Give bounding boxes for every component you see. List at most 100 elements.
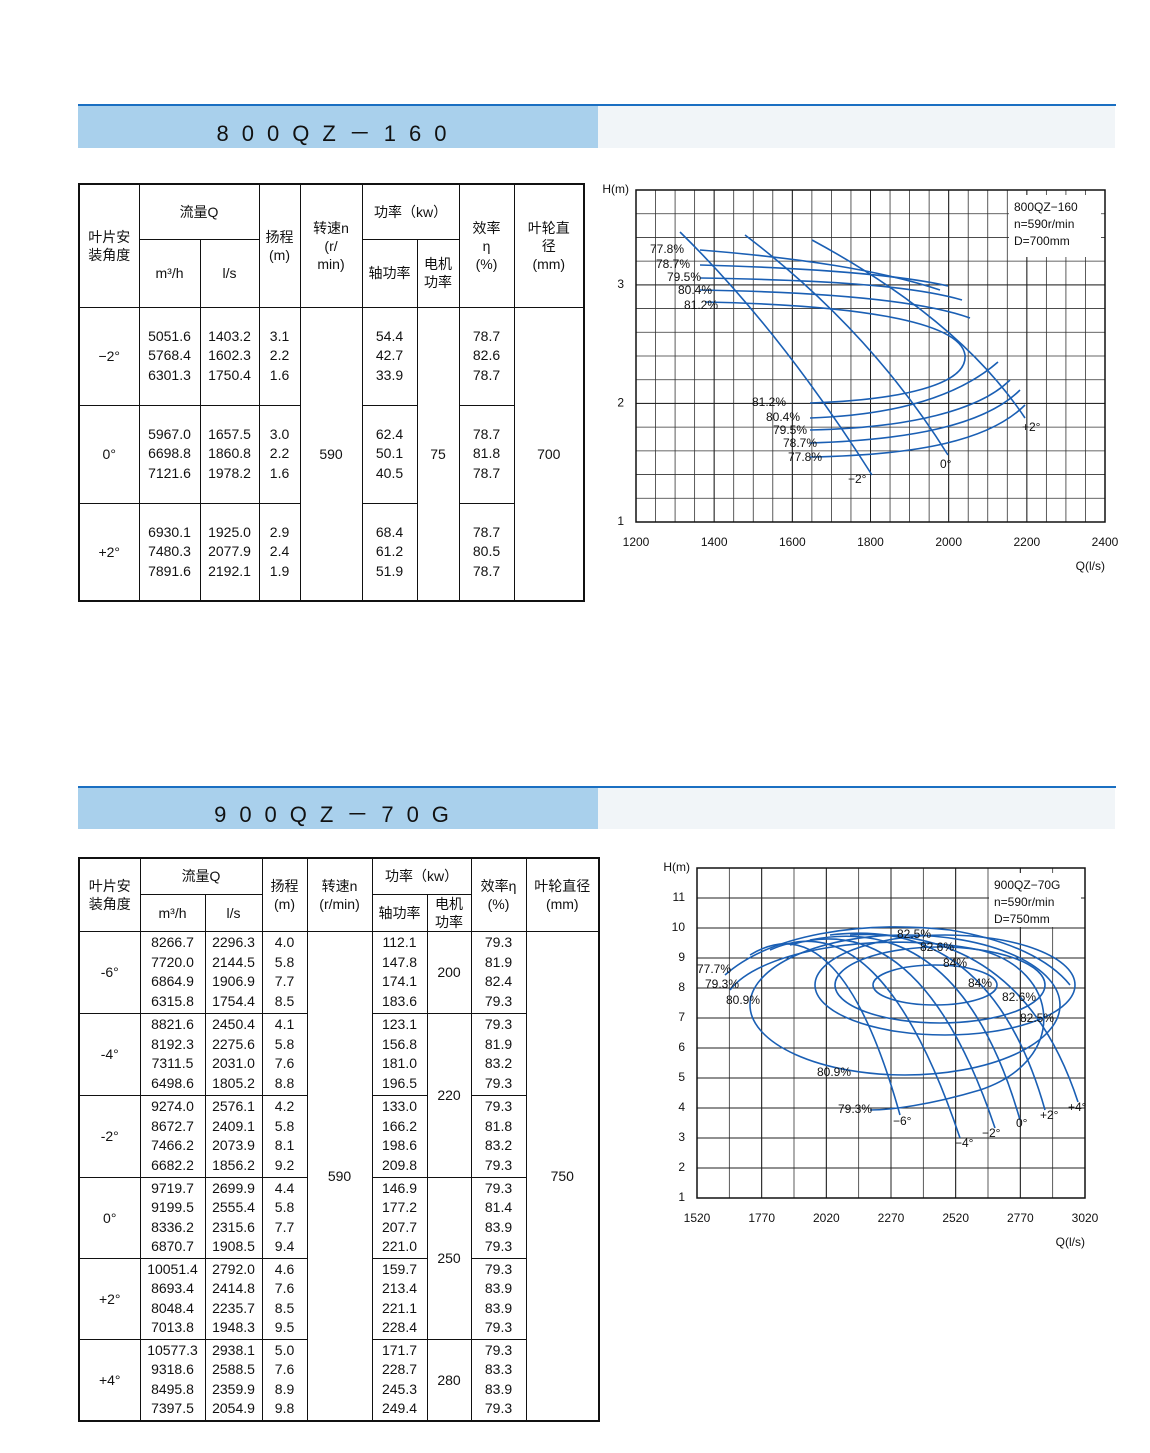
value-cell: 8821.6 8192.3 7311.5 6498.6 [139, 1012, 206, 1096]
cell-value: 83.9 [484, 1218, 513, 1235]
header-row: m³/h l/s 轴功率 电机 功率 [79, 893, 599, 932]
cell-value: 2555.4 [212, 1199, 255, 1215]
cell-value: 147.8 [381, 953, 418, 970]
curve-label: 78.7% [783, 436, 817, 450]
cell-value: 79.3 [484, 1016, 513, 1032]
cell-value: 81.4 [484, 1199, 513, 1215]
cell-value: 81.8 [472, 445, 501, 462]
curve-label: 0° [940, 457, 952, 471]
cell-value: 2.2 [269, 445, 290, 462]
head-curve [749, 943, 901, 1116]
cell-value: 10577.3 [147, 1341, 198, 1358]
rule [78, 104, 1116, 106]
value-cell: 79.3 81.9 83.2 79.3 [470, 1012, 527, 1096]
cell-value: 2414.8 [212, 1280, 255, 1296]
y-tick-label: 8 [678, 980, 685, 994]
cell-value: 112.1 [382, 934, 417, 950]
curve-label: 82.6% [1002, 990, 1036, 1004]
value-cell: 8266.7 7720.0 6864.9 6315.8 [139, 930, 206, 1014]
strip [598, 106, 1115, 148]
cell-value: 1.6 [269, 464, 290, 481]
chart: 1520 1770 2020 2270 2520 2770 3020 1 2 3 4 5 6 7 8 9 10 1… [663, 860, 1098, 1249]
cell-value: 174.1 [381, 973, 418, 989]
motor-power-cell: 200 [426, 930, 472, 1014]
cell-value: 8.5 [274, 992, 295, 1009]
value-cell: 133.0 166.2 198.6 209.8 [371, 1094, 428, 1178]
cell-value: 2450.4 [212, 1016, 255, 1032]
cell-value: 171.7 [381, 1341, 418, 1358]
angle-cell: +2° [78, 502, 140, 602]
cell-value: 2.9 [269, 523, 290, 540]
x-tick-label: 2200 [1013, 535, 1040, 549]
angle-cell: -6° [78, 930, 141, 1014]
cell-value: 9199.5 [151, 1199, 194, 1215]
cell-value: 133.0 [381, 1098, 418, 1114]
angle-cell: -2° [78, 1094, 141, 1178]
body-row: +2° 10051.4 8693.4 8048.4 7013.8 2792.0 2414.8… [78, 1257, 599, 1340]
cell-value: 2031.0 [212, 1055, 255, 1071]
cell-value: 54.4 [375, 327, 404, 344]
x-tick-label: 1200 [623, 535, 650, 549]
value-cell: 2450.4 2275.6 2031.0 1805.2 [204, 1012, 263, 1096]
efficiency-curve [809, 379, 1011, 431]
cell-value: 7013.8 [151, 1319, 194, 1335]
x-tick-label: 1600 [779, 535, 806, 549]
strip [598, 788, 1115, 829]
cell-value: 1860.8 [208, 445, 251, 462]
efficiency-curve [809, 404, 1026, 458]
cell-value: 9.8 [274, 1400, 295, 1417]
banner [78, 788, 598, 829]
cell-value: 79.3 [484, 1074, 513, 1091]
y-tick-label: 3 [678, 1130, 685, 1144]
curve-label: 82.6% [920, 940, 954, 954]
x-tick-label: 1400 [701, 535, 728, 549]
cell-value: 1657.5 [208, 425, 251, 442]
cell-value: 7891.6 [148, 562, 191, 579]
efficiency-curve [699, 289, 971, 319]
cell-value: 7.7 [274, 1218, 295, 1235]
value-cell: 78.7 81.8 78.7 [458, 404, 515, 504]
section-title: 900QZ－70G [214, 802, 462, 827]
cell-value: 79.3 [484, 1156, 513, 1173]
spec-table: 叶片安 装角度 流量Q 扬程 (m) 转速n (r/min) 功率（kw） 效率η (%)… [78, 857, 601, 1422]
angle-cell: 0° [78, 404, 140, 504]
cell-value: 4.4 [274, 1179, 295, 1196]
cell-value: 83.3 [484, 1361, 513, 1378]
value-cell: 4.0 5.8 7.7 8.5 [261, 930, 308, 1014]
body-row: -6° 8266.7 7720.0 6864.9 6315.8 2296.3 2144.5 1… [78, 930, 600, 1422]
x-tick-label: 1800 [857, 535, 884, 549]
cell-value: 79.3 [484, 934, 513, 950]
value-cell: 78.7 80.5 78.7 [458, 502, 515, 602]
y-axis-label: H(m) [663, 860, 690, 874]
cell-value: 81.9 [484, 1035, 513, 1052]
cell-value: 8821.6 [151, 1016, 194, 1032]
curve-label: 80.4% [766, 410, 800, 424]
head-curve [679, 231, 873, 476]
body-row: 0° 9719.7 9199.5 8336.2 6870.7 2699.9 2555.4 23… [78, 1176, 599, 1340]
y-tick-label: 5 [678, 1070, 685, 1084]
cell-value: 8.9 [274, 1380, 295, 1397]
legend-text: 900QZ−70G [994, 878, 1060, 892]
curve-label: −2° [982, 1126, 1001, 1140]
legend-text: n=590r/min [994, 895, 1054, 909]
header-cell: 功率（kw） [371, 857, 472, 895]
cell-value: 2792.0 [212, 1260, 255, 1277]
cell-value: 7720.0 [151, 953, 194, 970]
header-cell: 电机 功率 [416, 238, 460, 308]
cell-value: 51.9 [375, 562, 404, 579]
value-cell: 5051.6 5768.4 6301.3 [138, 306, 201, 406]
body-row: -2° 9274.0 8672.7 7466.2 6682.2 2576.1 2409.1 2… [78, 1094, 599, 1178]
cell-value: 228.7 [381, 1361, 418, 1378]
cell-value: 5.8 [274, 1199, 295, 1215]
value-cell: 9719.7 9199.5 8336.2 6870.7 [139, 1176, 206, 1259]
cell-value: 7397.5 [151, 1400, 194, 1417]
curve-label: 82.5% [1020, 1011, 1054, 1025]
curve-label: −6° [893, 1114, 912, 1128]
cell-value: 1908.5 [212, 1238, 255, 1254]
value-cell: 5967.0 6698.8 7121.6 [138, 404, 201, 504]
cell-value: 79.3 [484, 1098, 513, 1114]
efficiency-curve [809, 361, 999, 419]
cell-value: 79.3 [484, 992, 513, 1009]
cell-value: 7480.3 [148, 543, 191, 559]
head-curve [809, 935, 1021, 1121]
